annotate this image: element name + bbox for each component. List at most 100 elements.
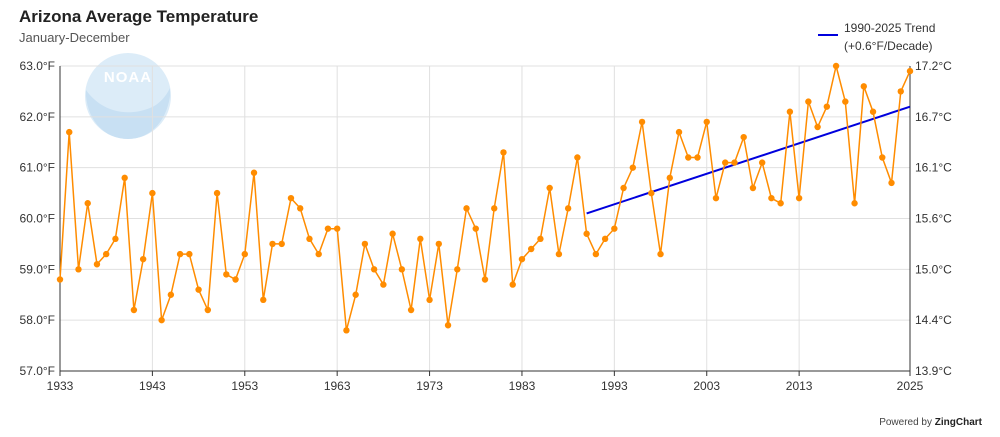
temperature-point[interactable] <box>657 250 664 258</box>
temperature-point[interactable] <box>814 123 821 131</box>
temperature-point[interactable] <box>139 255 147 263</box>
temperature-point[interactable] <box>620 184 627 192</box>
temperature-point[interactable] <box>167 291 175 298</box>
temperature-point[interactable] <box>758 159 766 166</box>
temperature-point[interactable] <box>352 291 359 298</box>
temperature-point[interactable] <box>777 200 784 207</box>
temperature-point[interactable] <box>712 194 720 202</box>
temperature-point[interactable] <box>380 281 387 288</box>
temperature-point[interactable] <box>75 266 82 273</box>
temperature-point[interactable] <box>333 225 341 232</box>
temperature-point[interactable] <box>518 255 526 263</box>
x-tick-label: 1983 <box>509 379 536 393</box>
temperature-point[interactable] <box>250 169 258 176</box>
temperature-point[interactable] <box>84 200 91 207</box>
temperature-point[interactable] <box>241 250 248 258</box>
temperature-point[interactable] <box>444 322 452 329</box>
temperature-point[interactable] <box>823 103 831 110</box>
x-tick-label: 1943 <box>139 379 166 393</box>
temperature-point[interactable] <box>685 154 692 161</box>
temperature-point[interactable] <box>888 179 895 187</box>
powered-by-credit[interactable]: Powered by ZingChart <box>879 417 982 428</box>
temperature-point[interactable] <box>112 235 119 243</box>
temperature-point[interactable] <box>694 154 701 161</box>
temperature-point[interactable] <box>648 189 655 197</box>
temperature-point[interactable] <box>749 184 757 192</box>
temperature-point[interactable] <box>722 159 729 166</box>
temperature-point[interactable] <box>149 189 156 197</box>
temperature-point[interactable] <box>675 128 683 136</box>
x-tick-label: 1993 <box>601 379 628 393</box>
temperature-point[interactable] <box>583 230 590 237</box>
temperature-point[interactable] <box>611 225 618 232</box>
temperature-point[interactable] <box>343 327 350 334</box>
temperature-point[interactable] <box>869 108 877 115</box>
temperature-point[interactable] <box>130 306 138 314</box>
temperature-point[interactable] <box>851 200 858 207</box>
temperature-point[interactable] <box>731 159 738 166</box>
temperature-point[interactable] <box>324 225 332 232</box>
temperature-point[interactable] <box>435 240 443 248</box>
temperature-point[interactable] <box>269 240 276 248</box>
temperature-point[interactable] <box>537 235 544 243</box>
temperature-point[interactable] <box>287 194 295 202</box>
temperature-point[interactable] <box>315 250 322 258</box>
temperature-point[interactable] <box>389 230 396 237</box>
temperature-point[interactable] <box>472 225 479 232</box>
temperature-point[interactable] <box>66 128 73 136</box>
temperature-point[interactable] <box>417 235 424 243</box>
temperature-point[interactable] <box>491 205 498 212</box>
temperature-point[interactable] <box>740 133 747 141</box>
temperature-point[interactable] <box>601 235 609 243</box>
temperature-point[interactable] <box>897 88 904 95</box>
temperature-point[interactable] <box>56 276 64 283</box>
temperature-point[interactable] <box>786 108 794 115</box>
temperature-point[interactable] <box>768 194 775 202</box>
temperature-point[interactable] <box>186 250 193 258</box>
temperature-point[interactable] <box>463 205 470 212</box>
temperature-point[interactable] <box>638 118 646 126</box>
temperature-point[interactable] <box>398 266 406 273</box>
temperature-point[interactable] <box>795 194 803 202</box>
temperature-point[interactable] <box>666 174 673 182</box>
temperature-point[interactable] <box>546 184 553 192</box>
temperature-point[interactable] <box>407 306 415 314</box>
temperature-point[interactable] <box>93 261 101 268</box>
temperature-point[interactable] <box>260 296 267 304</box>
temperature-point[interactable] <box>454 266 461 273</box>
temperature-point[interactable] <box>860 83 868 90</box>
temperature-point[interactable] <box>500 149 507 156</box>
temperature-point[interactable] <box>176 250 184 258</box>
temperature-point[interactable] <box>370 266 378 273</box>
temperature-point[interactable] <box>509 281 516 288</box>
temperature-point[interactable] <box>158 316 165 324</box>
temperature-point[interactable] <box>232 276 239 283</box>
temperature-point[interactable] <box>102 250 110 258</box>
temperature-point[interactable] <box>805 98 812 105</box>
temperature-point[interactable] <box>629 164 637 171</box>
temperature-point[interactable] <box>297 205 304 212</box>
temperature-point[interactable] <box>481 276 489 283</box>
temperature-point[interactable] <box>426 296 433 304</box>
temperature-point[interactable] <box>842 98 849 105</box>
series-layer <box>56 62 914 334</box>
temperature-point[interactable] <box>592 250 600 258</box>
x-tick-label: 1953 <box>231 379 258 393</box>
temperature-point[interactable] <box>832 62 840 70</box>
temperature-point[interactable] <box>703 118 710 126</box>
temperature-point[interactable] <box>195 286 202 293</box>
temperature-point[interactable] <box>306 235 313 243</box>
temperature-point[interactable] <box>564 205 572 212</box>
temperature-point[interactable] <box>223 271 230 278</box>
temperature-point[interactable] <box>361 240 369 248</box>
temperature-point[interactable] <box>278 240 285 248</box>
temperature-point[interactable] <box>879 154 886 161</box>
temperature-point[interactable] <box>527 245 535 253</box>
temperature-point[interactable] <box>574 154 581 161</box>
temperature-point[interactable] <box>121 174 128 182</box>
temperature-point[interactable] <box>204 306 212 314</box>
temperature-point[interactable] <box>906 67 914 75</box>
temperature-point[interactable] <box>213 189 221 197</box>
x-tick-label: 1933 <box>47 379 74 393</box>
temperature-point[interactable] <box>555 250 563 258</box>
